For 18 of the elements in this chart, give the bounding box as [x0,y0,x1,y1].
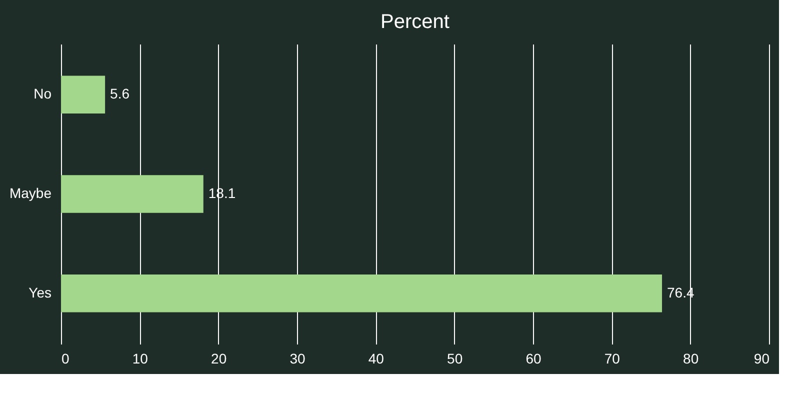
y-tick-label: Maybe [9,185,52,201]
x-tick-label: 70 [604,350,620,366]
x-tick-label: 0 [62,350,70,366]
x-tick-label: 10 [132,350,148,366]
y-tick-label: No [34,86,52,102]
y-tick-label: Yes [28,284,52,300]
bar [61,76,106,114]
chart-title: Percent [380,11,450,33]
x-tick-label: 60 [526,350,542,366]
x-tick-label: 30 [290,350,306,366]
x-tick-label: 50 [447,350,463,366]
data-label: 5.6 [110,86,130,102]
x-tick-label: 40 [368,350,384,366]
x-tick-label: 20 [211,350,227,366]
x-tick-label: 80 [683,350,699,366]
bar [61,175,204,213]
bar [61,274,662,312]
x-tick-label: 90 [754,350,770,366]
